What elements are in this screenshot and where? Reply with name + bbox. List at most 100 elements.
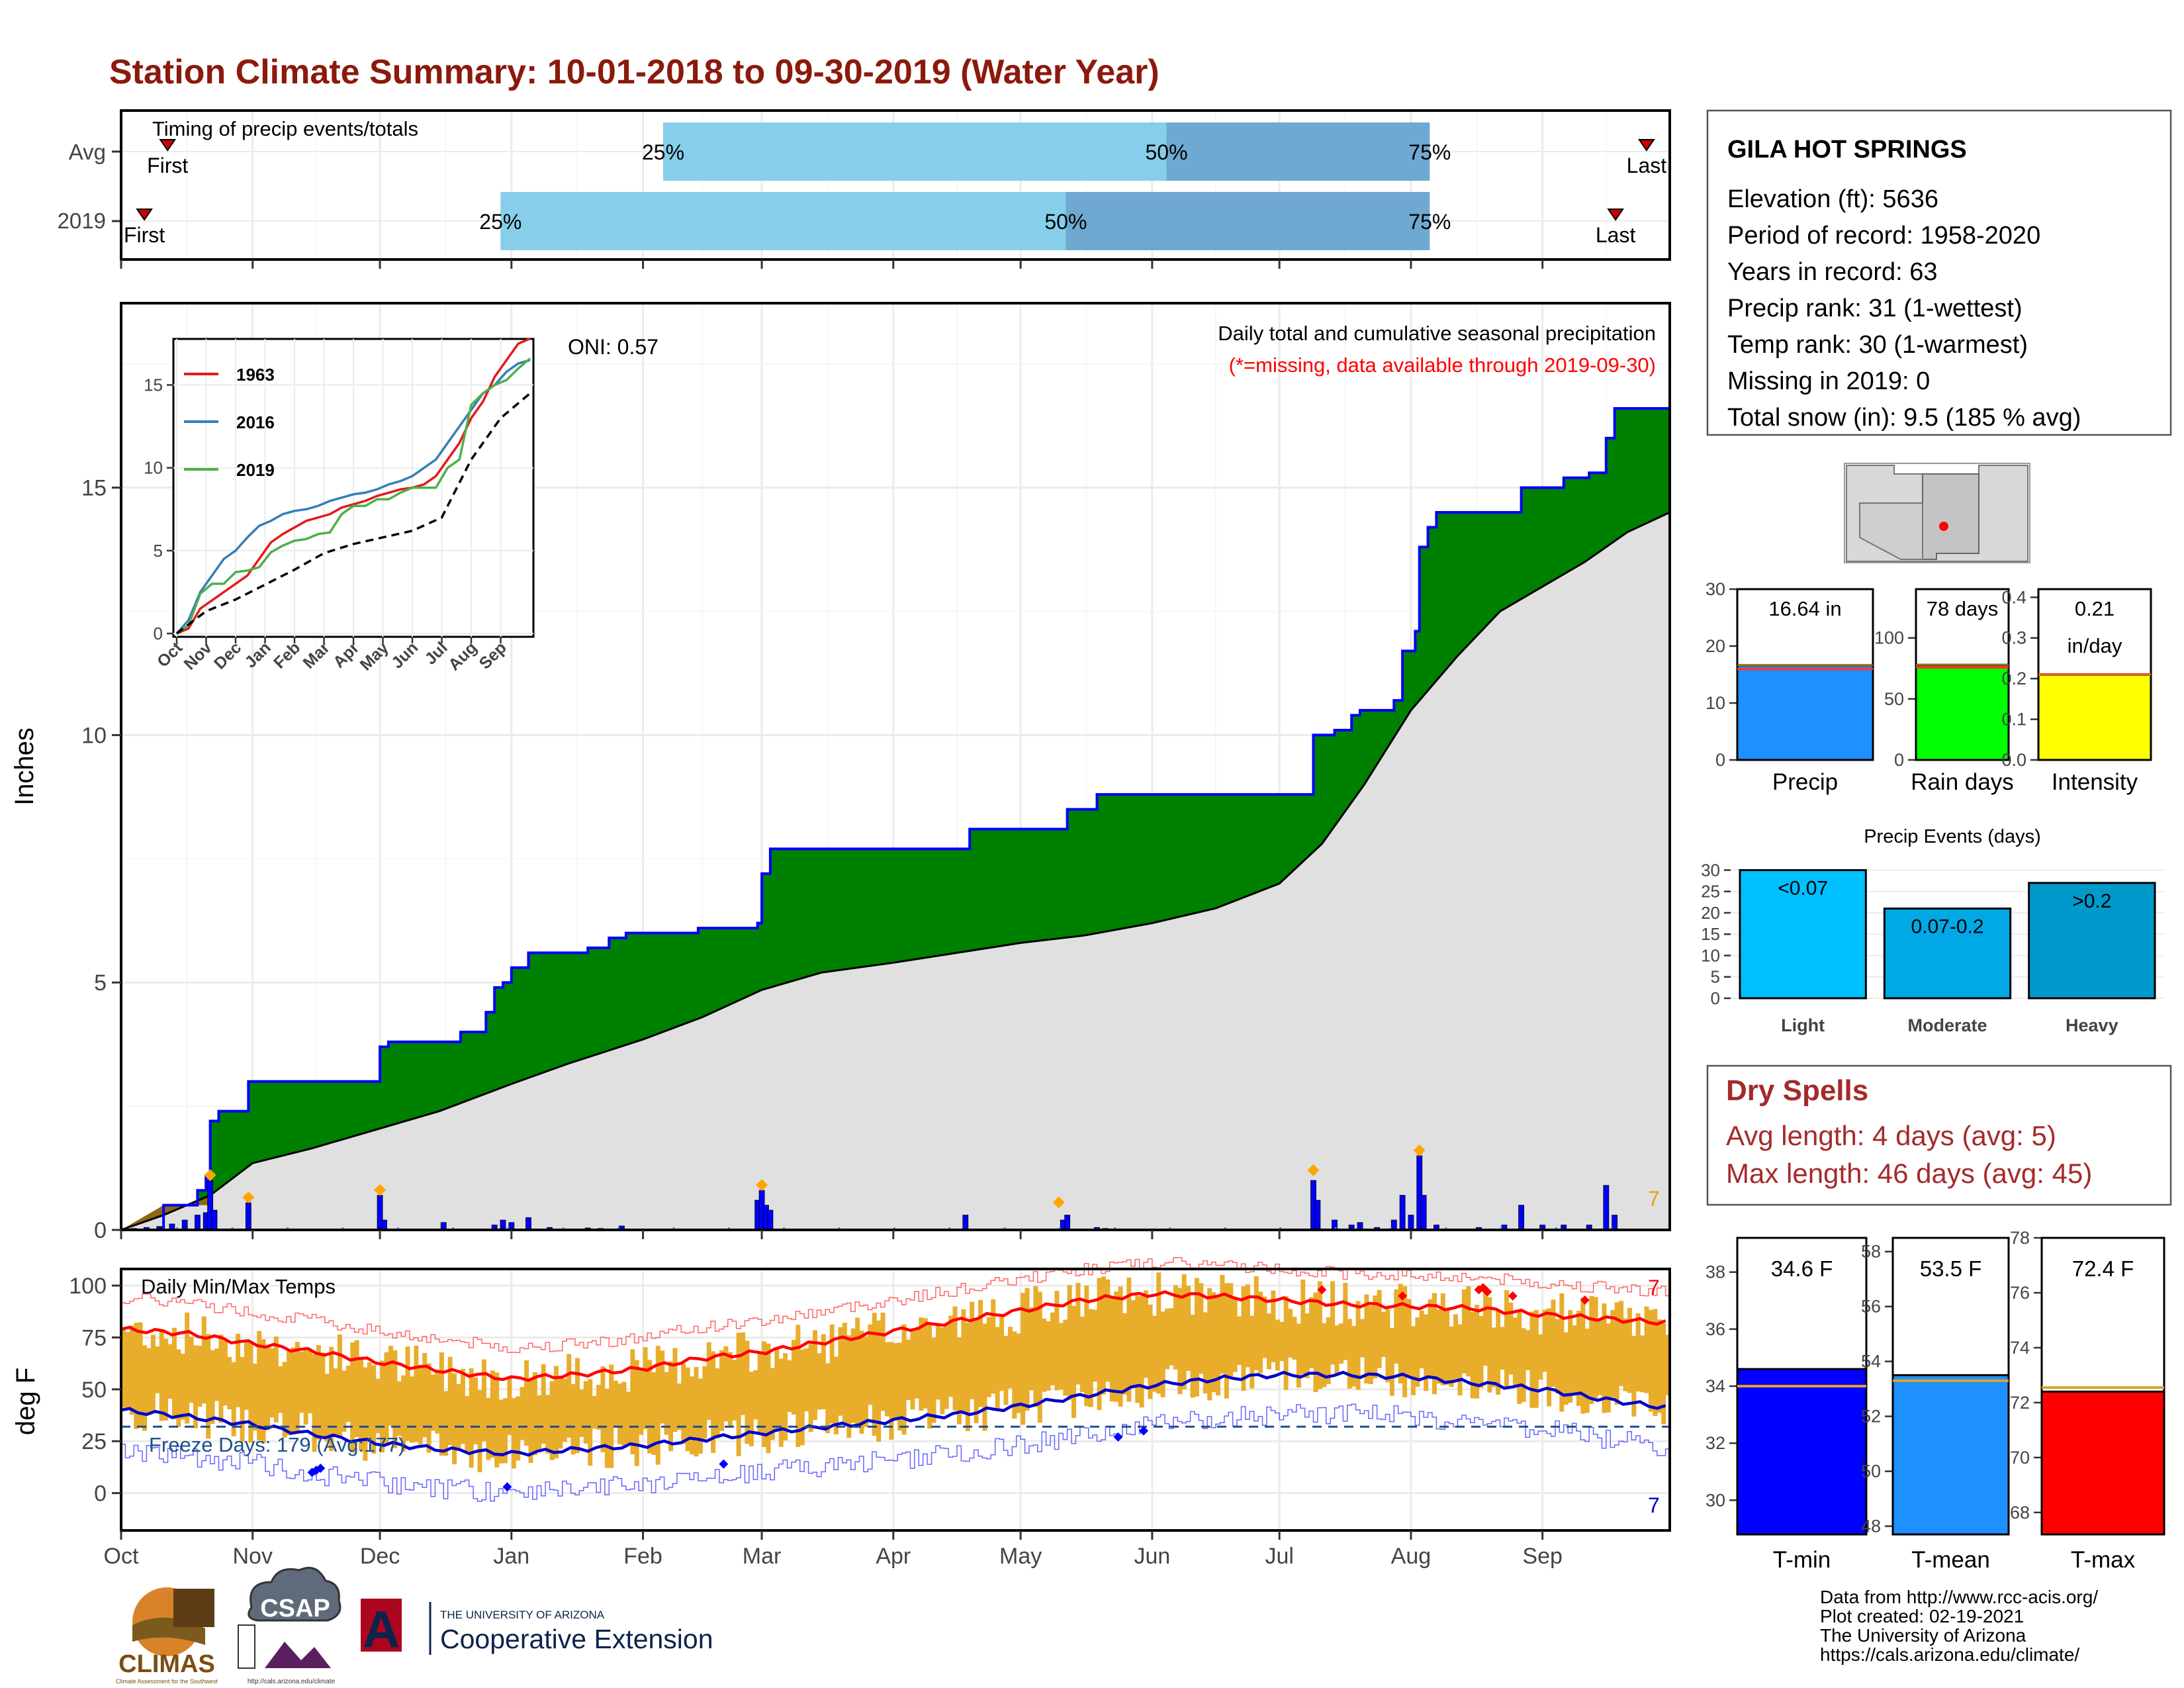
month-x-tick-label: Nov [233, 1544, 273, 1569]
daily-temp-bar [596, 1384, 602, 1430]
temp-y-tick-label: 48 [1861, 1517, 1881, 1536]
dry-spells-max: Max length: 46 days (avg: 45) [1726, 1158, 2092, 1189]
summary-value-label-1: 78 days [1927, 597, 1999, 620]
timing-first-marker [136, 209, 154, 221]
timing-last-label: Last [1596, 223, 1636, 247]
month-x-tick-label: Feb [623, 1544, 662, 1569]
inset-series-2019 [175, 357, 531, 635]
daily-temp-bar [1296, 1323, 1301, 1388]
daily-temp-bar [138, 1322, 143, 1427]
daily-temp-bar [1181, 1274, 1187, 1389]
daily-temp-bar [842, 1323, 847, 1425]
csap-logo-url: http://cals.arizona.edu/climate [248, 1678, 336, 1685]
daily-temp-bar [350, 1342, 355, 1453]
map-new-mexico [1922, 473, 1979, 560]
daily-temp-bar [375, 1378, 381, 1434]
daily-temp-bar [1334, 1325, 1340, 1376]
record-markers [307, 1283, 1590, 1492]
ua-logo-small-text: THE UNIVERSITY OF ARIZONA [440, 1609, 605, 1621]
daily-temp-bar [1288, 1309, 1293, 1358]
daily-precip-bar [245, 1202, 251, 1231]
record-low-marker [1139, 1426, 1149, 1436]
daily-temp-bar [1576, 1311, 1581, 1406]
daily-temp-bar [1521, 1328, 1526, 1402]
daily-temp-bar [1258, 1291, 1263, 1374]
daily-temp-bar [812, 1330, 817, 1421]
daily-temp-bar [252, 1363, 257, 1431]
daily-temp-bar [405, 1346, 410, 1441]
daily-temp-bar [240, 1356, 245, 1442]
timing-last-label: Last [1627, 154, 1667, 177]
events-bar-range-light: <0.07 [1778, 877, 1828, 899]
daily-temp-bar [745, 1340, 750, 1444]
daily-temp-bar [1653, 1309, 1658, 1417]
page-title: Station Climate Summary: 10-01-2018 to 0… [109, 53, 1160, 91]
logos: CLIMAS Climate Assessment for the Southw… [116, 1567, 713, 1685]
daily-temp-bar [808, 1344, 813, 1432]
daily-temp-bar [549, 1381, 555, 1460]
daily-temp-bar [1152, 1315, 1157, 1392]
credit-university: The University of Arizona [1820, 1625, 2026, 1646]
daily-temp-bar [634, 1360, 639, 1466]
daily-temp-bar [1428, 1299, 1433, 1379]
daily-temp-bar [1139, 1295, 1144, 1408]
station-temp-rank: Temp rank: 30 (1-warmest) [1727, 331, 2028, 359]
temp-y-tick-label: 70 [2010, 1448, 2030, 1468]
daily-temp-bar [163, 1338, 169, 1421]
daily-temp-bar [1440, 1293, 1445, 1385]
month-x-tick-label: Aug [1391, 1544, 1432, 1569]
daily-temp-bar [1635, 1313, 1641, 1392]
daily-temp-bar [1118, 1286, 1123, 1407]
daily-temp-bar [952, 1306, 958, 1411]
csap-logo-text: CSAP [260, 1595, 330, 1622]
record-max-line [121, 1256, 1670, 1353]
daily-temp-bar [1033, 1286, 1038, 1407]
daily-temp-bar [197, 1345, 203, 1407]
events-y-tick-label: 30 [1701, 860, 1720, 880]
daily-temp-bar [727, 1352, 733, 1427]
daily-temp-bar [846, 1335, 852, 1438]
precip-2019-line [121, 407, 1670, 1231]
events-y-tick-label: 25 [1701, 882, 1720, 902]
daily-temp-bar [1381, 1311, 1387, 1357]
daily-temp-bar [236, 1333, 241, 1407]
events-y-tick-label: 5 [1711, 967, 1720, 987]
events-bar-light [1739, 868, 1867, 1000]
daily-temp-bar [295, 1342, 300, 1432]
daily-temp-bar [1496, 1309, 1501, 1395]
daily-temp-bar [986, 1317, 991, 1397]
daily-temp-bar [753, 1370, 758, 1420]
daily-temp-bar [1003, 1336, 1009, 1405]
daily-temp-bar [490, 1370, 495, 1458]
temps-y-tick-label: 0 [94, 1481, 107, 1507]
daily-temp-bar [604, 1389, 610, 1468]
daily-temp-bar [600, 1366, 606, 1452]
daily-temp-bar [502, 1398, 508, 1464]
inset-y-tick-label: 0 [154, 624, 163, 643]
record-high-marker [1317, 1285, 1327, 1295]
temp-bar-0 [1736, 1368, 1868, 1536]
precip-panel-border [120, 302, 1671, 1231]
daily-temp-bar [625, 1391, 631, 1444]
summary-y-tick-label: 0.1 [2001, 710, 2026, 729]
summary-y-tick-label: 10 [1706, 693, 1725, 713]
daily-temp-bar [185, 1312, 190, 1424]
daily-temp-bar [422, 1352, 428, 1438]
daily-temp-bar [1203, 1312, 1208, 1394]
inset-series-lines [175, 337, 531, 635]
summary-y-tick-label: 0 [1715, 750, 1725, 770]
temps-count-top: 7 [1648, 1276, 1660, 1299]
events-bar-range-heavy: >0.2 [2072, 890, 2111, 912]
daily-temp-bar [1177, 1288, 1183, 1395]
daily-temp-bar [1402, 1286, 1408, 1397]
dry-spells-avg: Avg length: 4 days (avg: 5) [1726, 1120, 2056, 1151]
daily-temp-bar [150, 1335, 156, 1411]
daily-temp-bar [850, 1328, 856, 1423]
daily-temp-bar [1224, 1283, 1229, 1399]
daily-temp-bar [931, 1337, 936, 1423]
daily-temp-bar [528, 1379, 533, 1463]
daily-temp-bar [961, 1309, 966, 1415]
temps-y-tick-label: 100 [69, 1274, 107, 1299]
